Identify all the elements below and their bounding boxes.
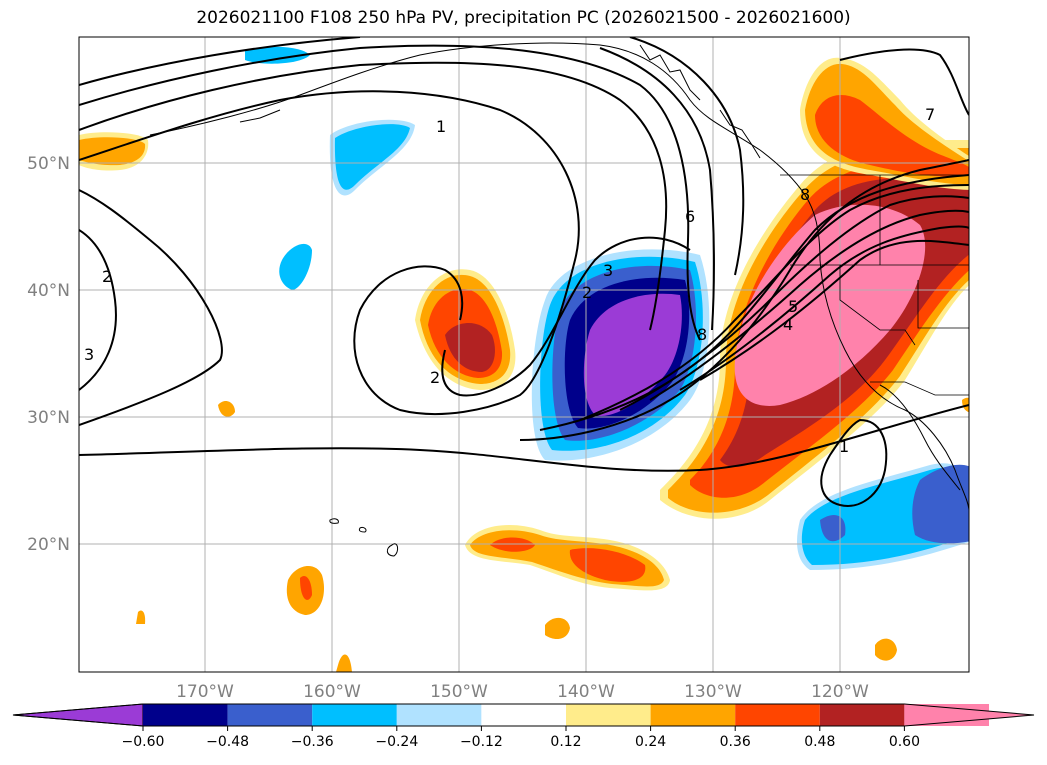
lat-label: 40°N [27,281,70,301]
contour-label: 6 [685,207,695,226]
lon-label: 140°W [557,682,615,702]
contour-label: 3 [603,261,613,280]
contour-label: 3 [84,345,94,364]
pv-contours [79,37,969,507]
colorbar-tick-label: 0.24 [635,734,666,750]
colorbar-tick-label: −0.48 [206,734,249,750]
latitude-axis: 50°N 40°N 30°N 20°N [27,154,70,555]
lon-label: 170°W [176,682,234,702]
lon-label: 150°W [430,682,488,702]
contour-label: 7 [925,105,935,124]
colorbar-tick-label: −0.60 [122,734,165,750]
colorbar-tick-label: −0.12 [460,734,503,750]
colorbar: −0.60 −0.48 −0.36 −0.24 −0.12 0.12 0.24 0.36 0.4… [12,703,1035,750]
longitude-axis: 170°W 160°W 150°W 140°W 130°W 120°W [176,682,869,702]
colorbar-tick-label: −0.36 [291,734,334,750]
political-borders [780,174,969,396]
plot-frame [78,36,970,673]
colorbar-cell [312,704,397,726]
colorbar-cell [227,704,313,726]
contour-label: 2 [102,267,112,286]
contour-label: 8 [697,325,707,344]
colorbar-cell [735,704,820,726]
colorbar-tick-label: 0.48 [804,734,835,750]
colorbar-tick-label: 0.60 [889,734,920,750]
contour-label: 8 [800,185,810,204]
colorbar-cell [819,704,905,726]
lon-label: 160°W [303,682,361,702]
lat-label: 30°N [27,408,70,428]
contour-label: 5 [788,297,798,316]
colorbar-tick-label: 0.12 [550,734,581,750]
colorbar-extend-max [904,704,1034,726]
contour-label: 1 [839,437,849,456]
coastlines [149,42,969,557]
colorbar-cell [481,704,566,726]
lat-label: 50°N [27,154,70,174]
lon-label: 130°W [684,682,742,702]
colorbar-extend-min [12,703,144,727]
lat-lon-grid [79,37,969,672]
contour-labels: 1 1 2 2 2 3 3 4 5 6 7 8 8 [84,105,935,456]
lat-label: 20°N [27,535,70,555]
colorbar-tick-label: 0.36 [720,734,751,750]
contour-label: 2 [582,283,592,302]
contour-label: 4 [783,315,793,334]
colorbar-cell [396,704,482,726]
colorbar-cell [650,704,736,726]
map-title: 2026021100 F108 250 hPa PV, precipitatio… [196,8,851,28]
contour-label: 2 [430,368,440,387]
colorbar-cell [143,704,228,726]
colorbar-tick-label: −0.24 [375,734,418,750]
negative-anomaly-shading [245,46,969,570]
contour-label: 1 [436,117,446,136]
lon-label: 120°W [811,682,869,702]
colorbar-cell [566,704,651,726]
